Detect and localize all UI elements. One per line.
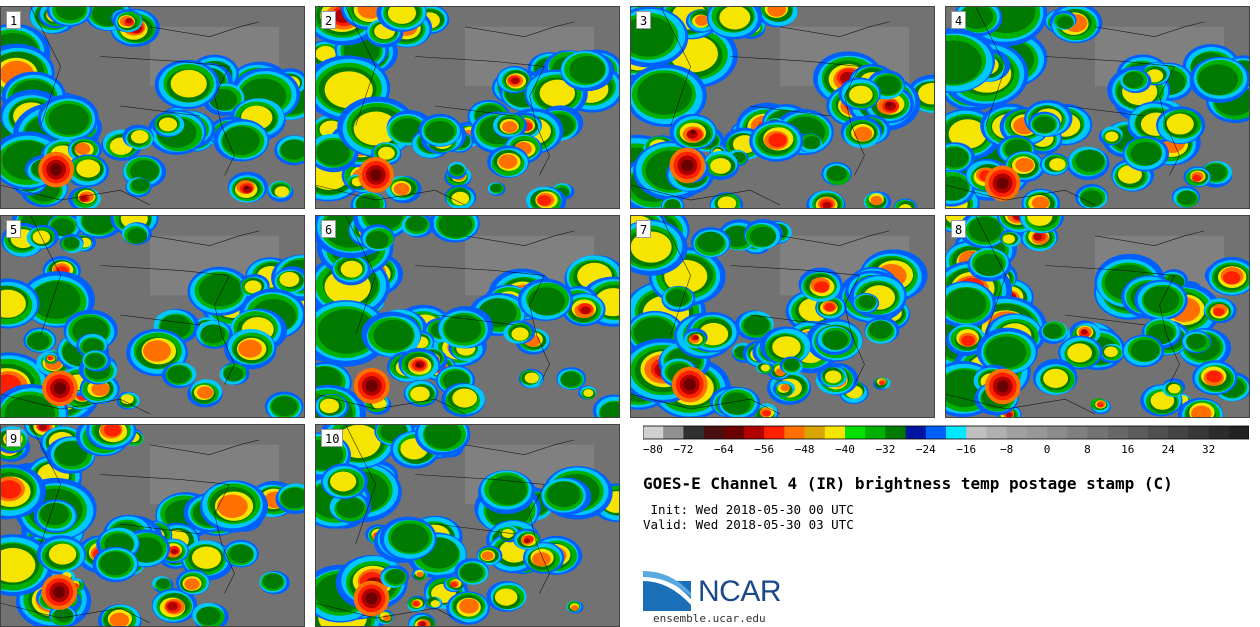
ir-satellite-map bbox=[1, 216, 304, 417]
colorbar-cell bbox=[986, 426, 1007, 439]
colorbar-cell bbox=[1047, 426, 1068, 439]
colorbar: −80 −72 −64 −56 −48 −40 −32 −24 −16 −8 0 8 16 24 32 bbox=[643, 425, 1249, 455]
colorbar-cell bbox=[703, 426, 725, 439]
panel-number-label: 5 bbox=[6, 220, 22, 238]
colorbar-tick-label: 32 bbox=[1202, 443, 1215, 455]
colorbar-cell bbox=[784, 426, 805, 439]
colorbar-cell bbox=[905, 426, 927, 439]
ir-satellite-map bbox=[316, 425, 619, 626]
ir-satellite-map bbox=[631, 216, 934, 417]
colorbar-cell bbox=[845, 426, 866, 439]
colorbar-cell bbox=[764, 426, 785, 439]
ir-satellite-map bbox=[316, 216, 619, 417]
panel-number-label: 4 bbox=[951, 11, 967, 29]
ir-satellite-map bbox=[631, 7, 934, 208]
map-panel-2: 2 bbox=[315, 6, 620, 209]
map-panel-8: 8 bbox=[945, 215, 1250, 418]
panel-number-label: 3 bbox=[636, 11, 652, 29]
colorbar-cell bbox=[1168, 426, 1189, 439]
colorbar-cell bbox=[966, 426, 987, 439]
colorbar-cell bbox=[683, 426, 704, 439]
logo-text: NCAR bbox=[698, 575, 782, 608]
ir-satellite-map bbox=[946, 7, 1249, 208]
colorbar-cell bbox=[804, 426, 826, 439]
ir-satellite-map bbox=[1, 7, 304, 208]
colorbar-cell bbox=[1087, 426, 1108, 439]
panel-number-label: 2 bbox=[321, 11, 337, 29]
colorbar-cell bbox=[946, 426, 967, 439]
panel-number-label: 6 bbox=[321, 220, 337, 238]
colorbar-tick-label: 24 bbox=[1162, 443, 1176, 455]
colorbar-cell bbox=[824, 426, 846, 439]
panel-number-label: 7 bbox=[636, 220, 652, 238]
ncar-logo: NCAR bbox=[643, 569, 803, 619]
colorbar-cell bbox=[865, 426, 886, 439]
colorbar-tick-label: −24 bbox=[916, 443, 936, 455]
colorbar-cell bbox=[1188, 426, 1209, 439]
site-url: ensemble.ucar.edu bbox=[653, 612, 766, 625]
colorbar-tick-label: 8 bbox=[1084, 443, 1091, 455]
map-panel-6: 6 bbox=[315, 215, 620, 418]
colorbar-tick-label: −40 bbox=[835, 443, 855, 455]
colorbar-tick-label: 16 bbox=[1121, 443, 1134, 455]
panel-number-label: 10 bbox=[321, 429, 344, 447]
colorbar-cell bbox=[1127, 426, 1149, 439]
ir-satellite-map bbox=[316, 7, 619, 208]
map-panel-7: 7 bbox=[630, 215, 935, 418]
colorbar-tick-label: −80 bbox=[643, 443, 663, 455]
colorbar-cell bbox=[1228, 426, 1249, 439]
colorbar-cell bbox=[643, 426, 664, 439]
init-time: Init: Wed 2018-05-30 00 UTC bbox=[643, 502, 854, 517]
panel-number-label: 9 bbox=[6, 429, 22, 447]
colorbar-cell bbox=[663, 426, 684, 439]
valid-time: Valid: Wed 2018-05-30 03 UTC bbox=[643, 517, 854, 532]
ncar-logo-icon bbox=[643, 571, 691, 611]
colorbar-cell bbox=[744, 426, 765, 439]
colorbar-cell bbox=[1208, 426, 1230, 439]
map-panel-10: 10 bbox=[315, 424, 620, 627]
colorbar-tick-label: 0 bbox=[1044, 443, 1051, 455]
panel-number-label: 8 bbox=[951, 220, 967, 238]
map-panel-1: 1 bbox=[0, 6, 305, 209]
map-panel-4: 4 bbox=[945, 6, 1250, 209]
colorbar-cell bbox=[885, 426, 906, 439]
ir-satellite-map bbox=[946, 216, 1249, 417]
colorbar-cell bbox=[925, 426, 947, 439]
colorbar-cell bbox=[723, 426, 745, 439]
colorbar-cell bbox=[1148, 426, 1169, 439]
figure-title: GOES-E Channel 4 (IR) brightness temp po… bbox=[643, 474, 1173, 493]
ir-satellite-map bbox=[1, 425, 304, 626]
colorbar-tick-label: −8 bbox=[1000, 443, 1013, 455]
map-panel-5: 5 bbox=[0, 215, 305, 418]
colorbar-cell bbox=[1026, 426, 1048, 439]
colorbar-tick-label: −16 bbox=[956, 443, 976, 455]
colorbar-tick-label: −64 bbox=[714, 443, 734, 455]
colorbar-cell bbox=[1006, 426, 1028, 439]
colorbar-tick-label: −72 bbox=[673, 443, 693, 455]
colorbar-tick-label: −32 bbox=[875, 443, 895, 455]
map-panel-9: 9 bbox=[0, 424, 305, 627]
colorbar-tick-label: −48 bbox=[795, 443, 815, 455]
colorbar-cell bbox=[1067, 426, 1088, 439]
colorbar-tick-label: −56 bbox=[754, 443, 774, 455]
panel-number-label: 1 bbox=[6, 11, 22, 29]
colorbar-cell bbox=[1107, 426, 1129, 439]
map-panel-3: 3 bbox=[630, 6, 935, 209]
